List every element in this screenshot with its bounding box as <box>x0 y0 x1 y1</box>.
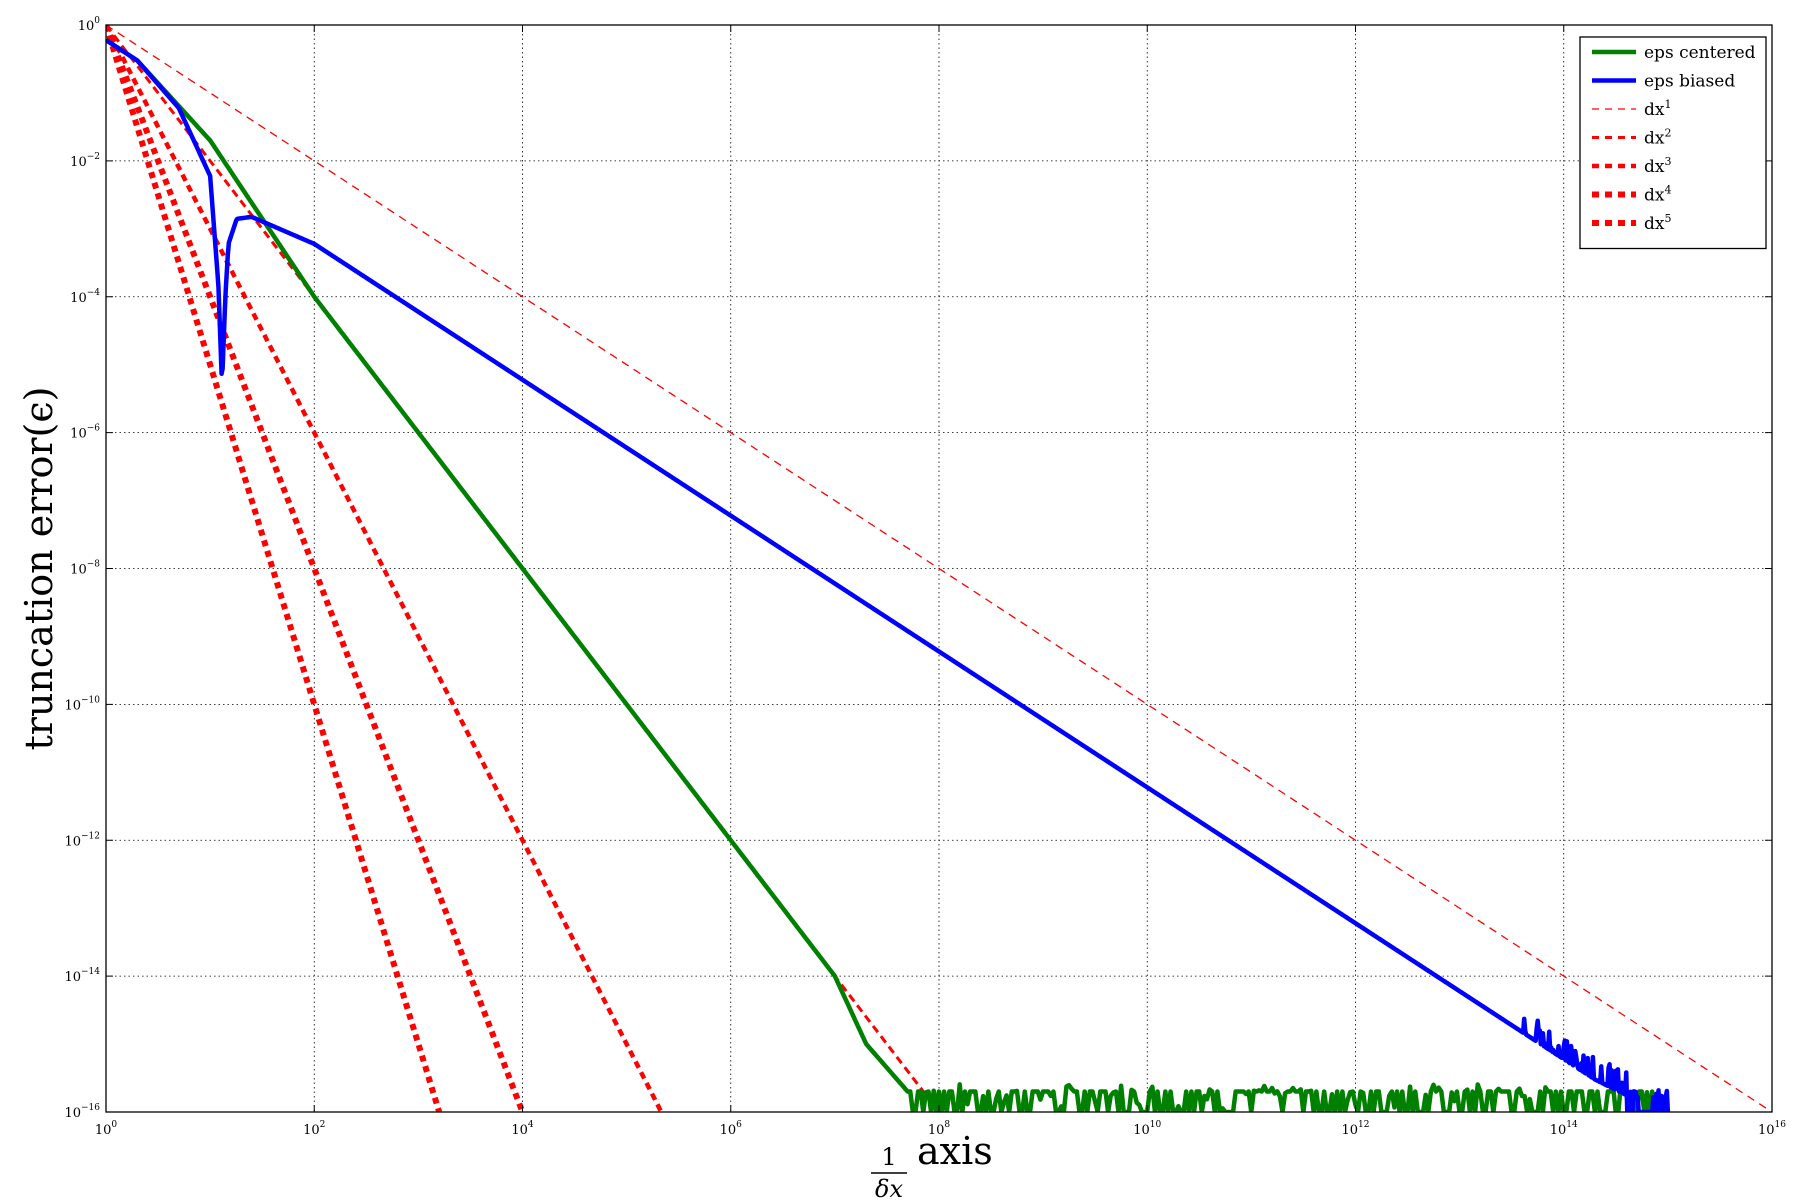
legend-label: dx4 <box>1644 184 1671 206</box>
y-tick-label: 10−10 <box>64 695 100 713</box>
y-tick-label: 100 <box>78 16 101 34</box>
x-axis-label-text: axis <box>917 1129 993 1173</box>
series-line-dx5 <box>106 25 443 1112</box>
x-axis-label-denominator: δx <box>875 1175 903 1200</box>
series-line-dx3 <box>106 25 664 1112</box>
y-tick-label: 10−2 <box>70 152 100 170</box>
x-tick-label: 1016 <box>1758 1120 1786 1138</box>
y-tick-label: 10−6 <box>70 424 100 442</box>
x-tick-label: 1014 <box>1550 1120 1578 1138</box>
x-tick-label: 102 <box>303 1120 325 1138</box>
legend-label: dx1 <box>1644 98 1671 120</box>
x-axis-label-numerator: 1 <box>881 1143 896 1171</box>
legend-label: eps centered <box>1644 43 1756 63</box>
y-tick-label: 10−12 <box>64 831 100 849</box>
legend-box <box>1579 36 1767 250</box>
series-group <box>106 25 1772 1112</box>
series-line-dx4 <box>106 25 526 1112</box>
x-tick-label: 106 <box>720 1120 743 1138</box>
x-tick-label: 108 <box>928 1120 951 1138</box>
series-line-eps-centered <box>106 38 1668 1112</box>
legend-label: dx2 <box>1644 127 1671 149</box>
y-tick-label: 10−8 <box>70 560 100 578</box>
x-tick-label: 1010 <box>1133 1120 1161 1138</box>
x-tick-label: 100 <box>95 1120 118 1138</box>
y-tick-label: 10−14 <box>64 967 100 985</box>
legend: eps centered eps biased dx1 dx2 dx3 dx4 dx5 <box>1579 36 1767 250</box>
series-line-dx2 <box>106 25 941 1112</box>
series-line-eps-biased <box>106 38 1671 1112</box>
ticks: 100 102 104 106 108 1010 1012 1014 1016 100 10−2 10… <box>64 16 1786 1138</box>
legend-label: dx3 <box>1644 155 1671 177</box>
y-axis-label: truncation error(ϵ) <box>17 387 61 751</box>
y-tick-label: 10−4 <box>70 288 100 306</box>
legend-label: dx5 <box>1644 212 1671 234</box>
legend-label: eps biased <box>1644 72 1735 92</box>
y-axis-label-text: truncation error(ϵ) <box>17 387 61 751</box>
x-tick-label: 104 <box>511 1120 534 1138</box>
x-tick-label: 1012 <box>1342 1120 1370 1138</box>
series-line-dx1 <box>106 25 1772 1112</box>
y-tick-label: 10−16 <box>64 1103 100 1121</box>
